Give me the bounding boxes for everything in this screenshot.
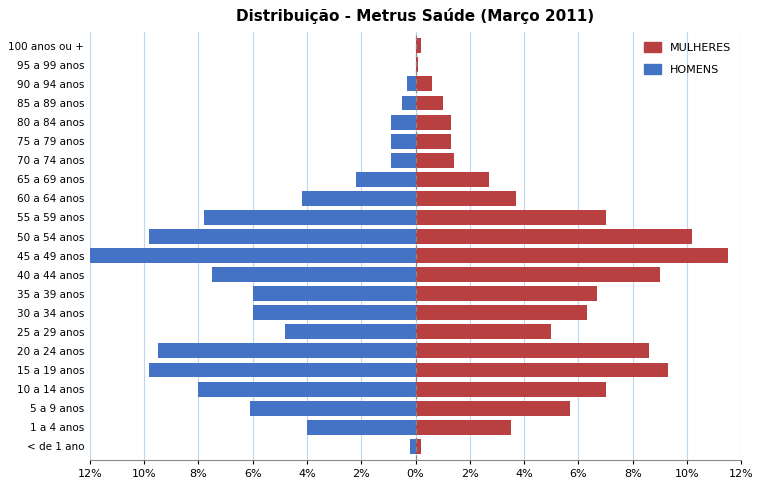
Bar bbox=[410, 439, 415, 454]
Bar bbox=[415, 76, 432, 92]
Bar bbox=[415, 420, 511, 435]
Bar bbox=[356, 172, 415, 187]
Bar bbox=[415, 324, 551, 339]
Bar bbox=[212, 267, 415, 282]
Bar bbox=[415, 248, 728, 263]
Bar bbox=[253, 286, 415, 301]
Bar bbox=[415, 134, 451, 149]
Bar bbox=[415, 114, 451, 130]
Bar bbox=[415, 210, 606, 225]
Bar bbox=[415, 57, 418, 72]
Bar bbox=[158, 343, 415, 358]
Bar bbox=[415, 191, 516, 206]
Bar bbox=[415, 382, 606, 396]
Bar bbox=[302, 191, 415, 206]
Bar bbox=[90, 248, 415, 263]
Bar bbox=[391, 114, 415, 130]
Bar bbox=[415, 95, 443, 111]
Bar bbox=[250, 401, 415, 415]
Bar bbox=[408, 76, 415, 92]
Bar bbox=[415, 286, 597, 301]
Bar bbox=[149, 362, 415, 377]
Bar bbox=[415, 229, 693, 244]
Bar bbox=[203, 210, 415, 225]
Bar bbox=[285, 324, 415, 339]
Bar bbox=[415, 305, 587, 320]
Bar bbox=[307, 420, 415, 435]
Title: Distribuição - Metrus Saúde (Março 2011): Distribuição - Metrus Saúde (Março 2011) bbox=[236, 8, 594, 24]
Bar bbox=[415, 439, 421, 454]
Bar bbox=[415, 343, 649, 358]
Legend: MULHERES, HOMENS: MULHERES, HOMENS bbox=[640, 38, 736, 79]
Bar bbox=[391, 134, 415, 149]
Bar bbox=[253, 305, 415, 320]
Bar bbox=[391, 153, 415, 168]
Bar bbox=[415, 362, 668, 377]
Bar bbox=[415, 267, 660, 282]
Bar bbox=[415, 38, 421, 53]
Bar bbox=[415, 172, 489, 187]
Bar bbox=[198, 382, 415, 396]
Bar bbox=[415, 153, 453, 168]
Bar bbox=[149, 229, 415, 244]
Bar bbox=[415, 401, 570, 415]
Bar bbox=[402, 95, 415, 111]
